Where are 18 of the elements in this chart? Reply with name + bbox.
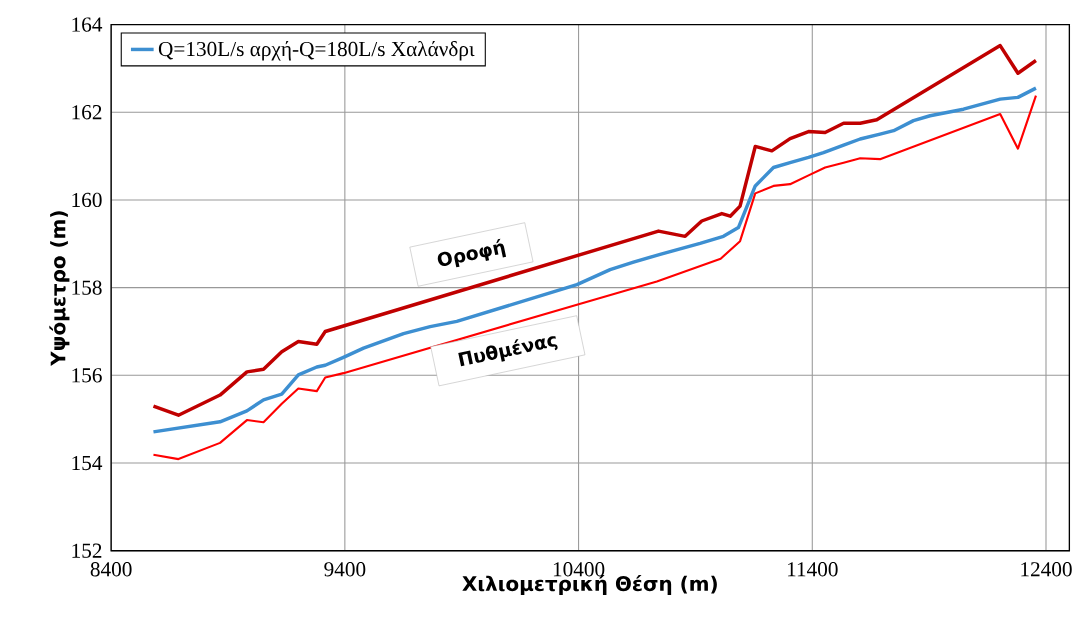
y-tick-label: 158 [72,280,102,295]
y-tick-label: 164 [72,17,103,32]
x-tick-label: 10400 [553,562,605,577]
legend-label: Q=130L/s αρχή-Q=180L/s Χαλάνδρι [158,41,475,61]
line-series [151,43,1038,418]
y-tick-label: 156 [72,368,102,383]
x-tick-label: 9400 [324,562,366,577]
y-tick-label: 160 [72,192,102,208]
y-tick-label: 162 [72,105,102,120]
x-tick-label: 8400 [90,562,132,577]
x-axis-title: Χιλιομετρική Θέση (m) [462,574,717,596]
annotation: Πυθμένας [458,336,558,367]
y-tick-label: 154 [72,456,103,471]
y-tick-label: 152 [72,543,102,558]
x-tick-label: 12400 [1021,562,1072,577]
y-axis-title: Υψόμετρο (m) [49,211,70,367]
x-tick-label: 11400 [787,562,838,577]
annotation: Οροφή [437,238,507,268]
